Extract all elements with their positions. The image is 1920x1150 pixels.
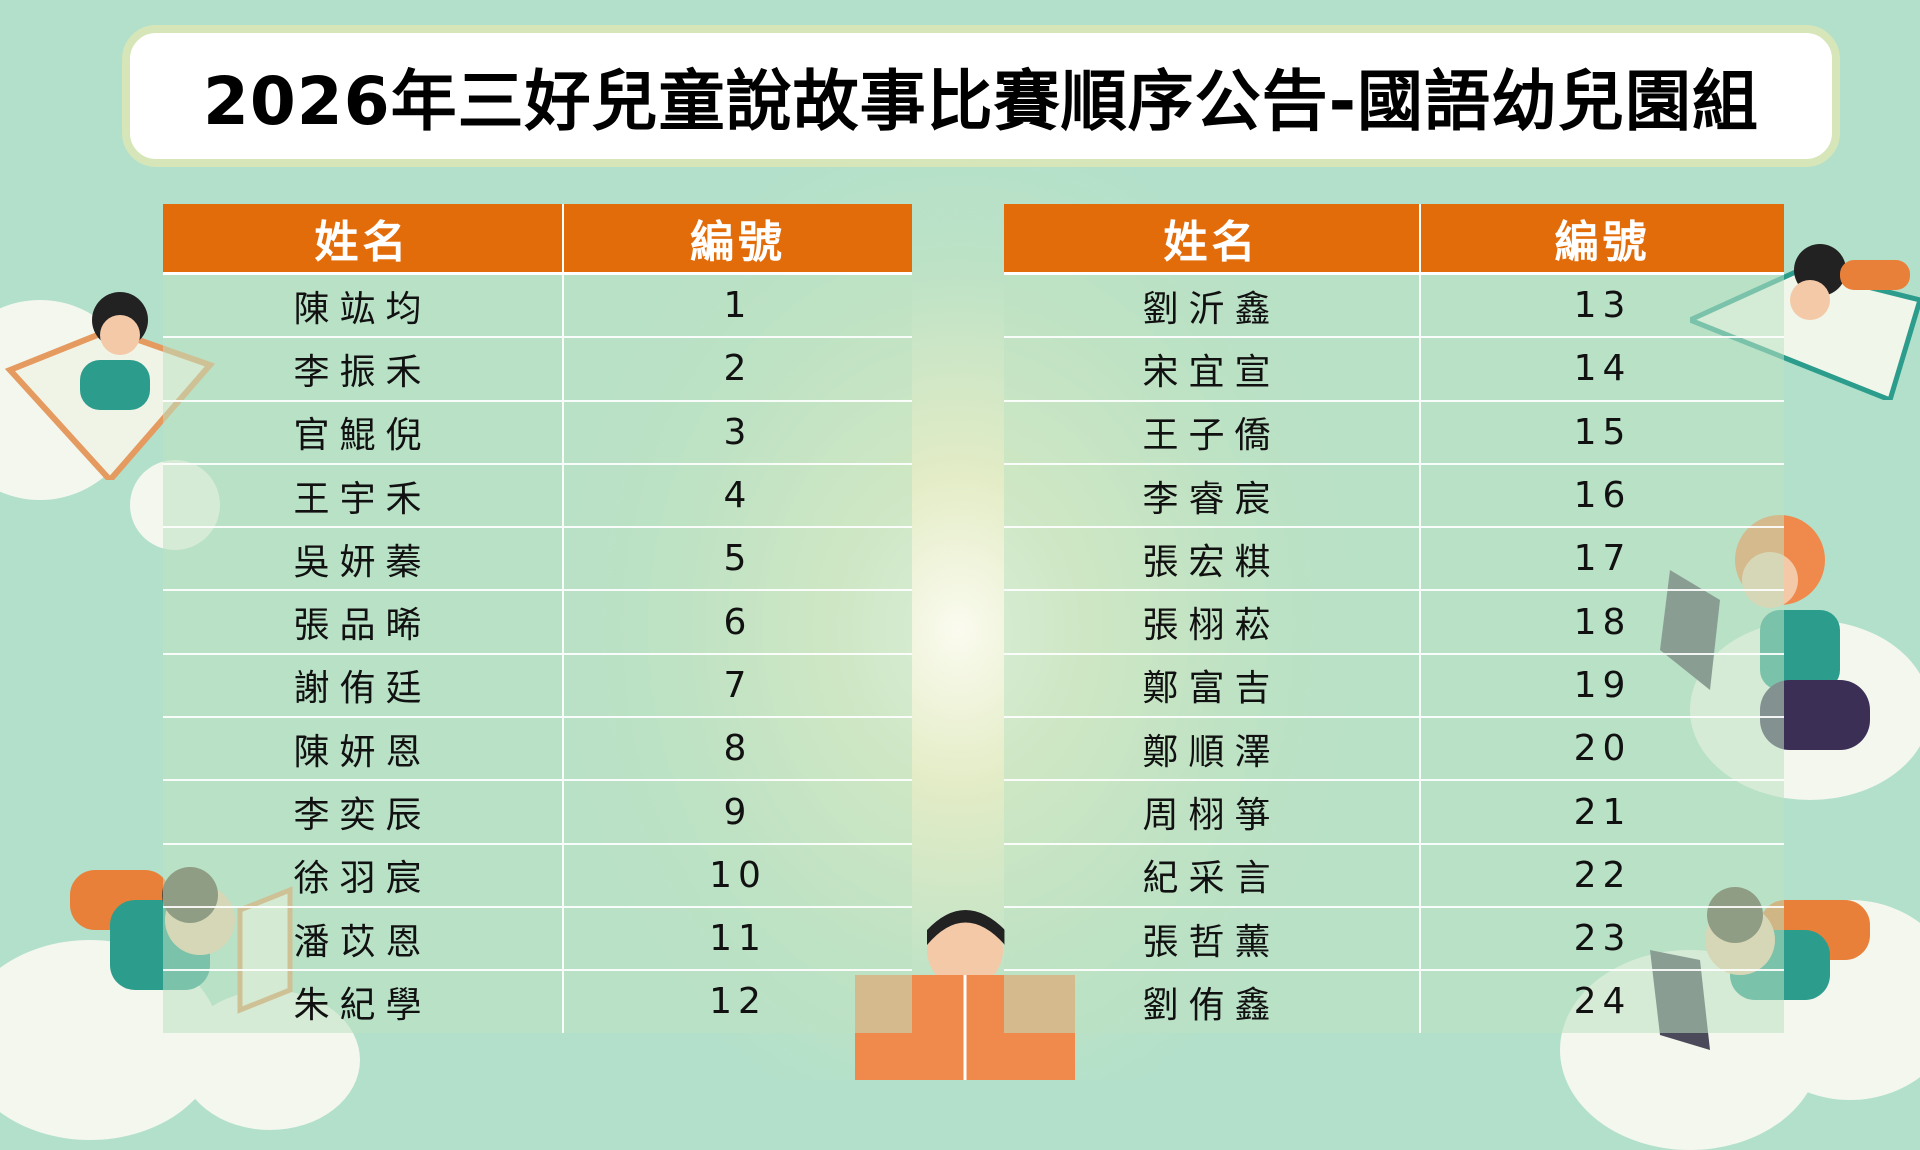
contestant-name: 謝侑廷: [163, 652, 564, 718]
contestant-name: 朱紀學: [163, 969, 564, 1033]
contestant-name: 吳妍蓁: [163, 526, 564, 591]
contestant-number: 11: [563, 905, 912, 971]
contestant-name: 李奕辰: [163, 779, 564, 844]
child-reading-book-illustration: [4, 292, 216, 480]
contestant-number: 13: [1420, 272, 1784, 338]
contestant-name: 張哲薰: [1004, 905, 1421, 971]
contestant-number: 1: [563, 272, 912, 338]
contestant-number: 16: [1420, 462, 1784, 528]
table-header-row: 姓名 編號: [1004, 204, 1784, 275]
contestant-number: 6: [563, 589, 912, 654]
table-row: 張栩菘 18: [1004, 589, 1784, 654]
contestant-number: 14: [1420, 336, 1784, 401]
table-row: 謝侑廷 7: [163, 652, 912, 718]
contestant-number: 22: [1420, 842, 1784, 907]
contestant-number: 21: [1420, 779, 1784, 844]
table-row: 陳妍恩 8: [163, 716, 912, 781]
table-row: 張宏粸 17: [1004, 526, 1784, 591]
table-row: 吳妍蓁 5: [163, 526, 912, 591]
table-row: 陳竑均 1: [163, 272, 912, 338]
contestant-number: 5: [563, 526, 912, 591]
contestant-number: 15: [1420, 399, 1784, 464]
contestant-name: 官鯤倪: [163, 399, 564, 464]
contestant-name: 王宇禾: [163, 462, 564, 528]
table-row: 劉沂鑫 13: [1004, 272, 1784, 338]
order-table-left: 姓名 編號 陳竑均 1 李振禾 2 官鯤倪 3 王宇禾 4 吳妍蓁 5 張品晞 6 謝侑廷 7 陳妍恩 8 李奕…: [163, 204, 912, 1033]
contestant-name: 李睿宸: [1004, 462, 1421, 528]
table-row: 李振禾 2: [163, 336, 912, 401]
table-row: 宋宜宣 14: [1004, 336, 1784, 401]
column-header-name: 姓名: [163, 204, 564, 275]
contestant-number: 2: [563, 336, 912, 401]
contestant-number: 18: [1420, 589, 1784, 654]
contestant-name: 陳妍恩: [163, 716, 564, 781]
contestant-name: 鄭富吉: [1004, 652, 1421, 718]
contestant-number: 9: [563, 779, 912, 844]
contestant-number: 23: [1420, 905, 1784, 971]
contestant-name: 紀采言: [1004, 842, 1421, 907]
contestant-number: 12: [563, 969, 912, 1033]
contestant-number: 19: [1420, 652, 1784, 718]
contestant-name: 張品晞: [163, 589, 564, 654]
table-row: 劉侑鑫 24: [1004, 969, 1784, 1033]
table-row: 鄭順澤 20: [1004, 716, 1784, 781]
table-row: 官鯤倪 3: [163, 399, 912, 464]
contestant-number: 24: [1420, 969, 1784, 1033]
contestant-number: 17: [1420, 526, 1784, 591]
contestant-name: 張栩菘: [1004, 589, 1421, 654]
contestant-number: 7: [563, 652, 912, 718]
contestant-number: 10: [563, 842, 912, 907]
contestant-name: 張宏粸: [1004, 526, 1421, 591]
contestant-number: 4: [563, 462, 912, 528]
table-row: 李睿宸 16: [1004, 462, 1784, 528]
contestant-name: 潘苡恩: [163, 905, 564, 971]
table-row: 紀采言 22: [1004, 842, 1784, 907]
contestant-name: 鄭順澤: [1004, 716, 1421, 781]
contestant-name: 宋宜宣: [1004, 336, 1421, 401]
contestant-name: 周栩箏: [1004, 779, 1421, 844]
contestant-number: 8: [563, 716, 912, 781]
table-row: 鄭富吉 19: [1004, 652, 1784, 718]
table-row: 張品晞 6: [163, 589, 912, 654]
table-row: 張哲薰 23: [1004, 905, 1784, 971]
table-row: 王宇禾 4: [163, 462, 912, 528]
column-header-number: 編號: [1420, 204, 1784, 275]
table-row: 徐羽宸 10: [163, 842, 912, 907]
title-banner: 2026年三好兒童說故事比賽順序公告-國語幼兒園組: [122, 25, 1840, 167]
column-header-number: 編號: [563, 204, 912, 275]
contestant-name: 徐羽宸: [163, 842, 564, 907]
table-row: 李奕辰 9: [163, 779, 912, 844]
table-row: 潘苡恩 11: [163, 905, 912, 971]
contestant-name: 劉侑鑫: [1004, 969, 1421, 1033]
column-header-name: 姓名: [1004, 204, 1421, 275]
table-row: 王子僑 15: [1004, 399, 1784, 464]
contestant-number: 20: [1420, 716, 1784, 781]
table-row: 周栩箏 21: [1004, 779, 1784, 844]
table-header-row: 姓名 編號: [163, 204, 912, 275]
contestant-name: 陳竑均: [163, 272, 564, 338]
contestant-number: 3: [563, 399, 912, 464]
contestant-name: 王子僑: [1004, 399, 1421, 464]
page-title: 2026年三好兒童說故事比賽順序公告-國語幼兒園組: [202, 63, 1760, 140]
order-table-right: 姓名 編號 劉沂鑫 13 宋宜宣 14 王子僑 15 李睿宸 16 張宏粸 17 張栩菘 18 鄭富吉 1…: [1004, 204, 1784, 1033]
table-row: 朱紀學 12: [163, 969, 912, 1033]
contestant-name: 李振禾: [163, 336, 564, 401]
contestant-name: 劉沂鑫: [1004, 272, 1421, 338]
